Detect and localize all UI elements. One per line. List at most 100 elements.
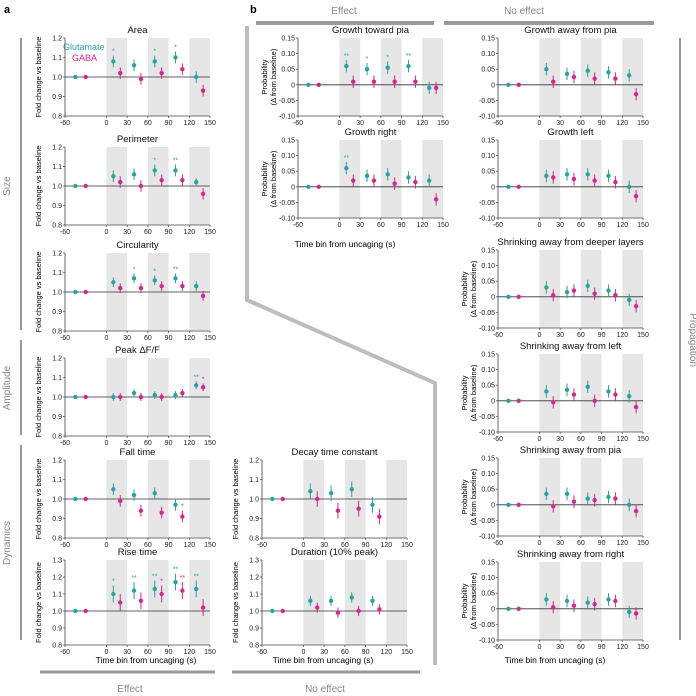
gaba-point xyxy=(315,496,320,502)
glutamate-significance: ** xyxy=(344,53,350,60)
glutamate-point xyxy=(111,487,116,492)
y-axis-label: Probability xyxy=(460,271,469,306)
glutamate-point xyxy=(606,389,611,394)
x-tick-label: -60 xyxy=(257,542,267,549)
gaba-point xyxy=(83,496,88,502)
y-tick-label: 0.15 xyxy=(481,248,495,255)
gaba-point xyxy=(592,398,597,403)
glutamate-point xyxy=(606,173,611,179)
gaba-point xyxy=(516,606,521,611)
shaded-bin xyxy=(106,560,128,645)
chart-shrinking-away-from-pia: Shrinking away from pia -0.10 -0.05 0 0.05 0.… xyxy=(460,445,649,547)
glutamate-point xyxy=(626,184,632,189)
x-tick-label: -60 xyxy=(60,335,70,342)
x-tick-label: 120 xyxy=(183,120,195,127)
glutamate-point xyxy=(131,276,137,281)
gaba-point xyxy=(118,394,123,400)
gaba-point xyxy=(118,285,123,291)
y-tick-label: -0.05 xyxy=(279,200,295,207)
glutamate-significance: * xyxy=(112,579,115,586)
x-tick-label: 120 xyxy=(616,332,628,339)
y-tick-label: 0 xyxy=(491,82,495,89)
y-tick-label: 1.1 xyxy=(249,477,259,484)
x-tick-label: 150 xyxy=(204,440,216,447)
y-tick-label: -0.10 xyxy=(279,114,295,121)
gaba-point xyxy=(356,506,361,511)
glutamate-point xyxy=(111,59,116,64)
y-tick-label: 1.0 xyxy=(52,75,62,82)
y-axis-label-unit: (Δ from baseline) xyxy=(469,364,478,421)
gaba-point xyxy=(392,181,397,186)
y-tick-label: 0.10 xyxy=(481,367,495,374)
glutamate-point xyxy=(173,168,178,173)
glutamate-point xyxy=(270,608,275,614)
glutamate-point xyxy=(131,588,137,593)
y-tick-label: 0.05 xyxy=(481,591,495,598)
shaded-bin xyxy=(380,140,402,218)
y-tick-label: -0.10 xyxy=(479,638,495,645)
x-tick-label: 60 xyxy=(341,542,349,549)
gaba-point xyxy=(118,600,123,605)
glutamate-point xyxy=(349,595,354,600)
x-tick-label: -60 xyxy=(493,644,503,651)
glutamate-point xyxy=(585,384,590,389)
chart-perimeter: Perimeter 0.8 0.9 1.0 1.1 1.2 -60 0 30 60 90 120 150… xyxy=(34,134,216,236)
y-tick-label: 0.10 xyxy=(281,153,295,160)
y-tick-label: 0.05 xyxy=(481,383,495,390)
x-tick-label: 150 xyxy=(437,222,449,229)
side-label-size: Size xyxy=(2,176,13,196)
gaba-point xyxy=(413,79,418,84)
glutamate-point xyxy=(585,496,590,501)
x-tick-label: 120 xyxy=(183,649,195,656)
chart-title: Growth left xyxy=(548,127,594,138)
x-tick-label: 30 xyxy=(123,649,131,656)
y-tick-label: 1.2 xyxy=(52,458,62,465)
x-tick-label: 150 xyxy=(637,436,649,443)
y-tick-label: 0.9 xyxy=(52,203,62,210)
glutamate-point xyxy=(585,172,590,177)
glutamate-point xyxy=(131,63,137,68)
glutamate-point xyxy=(111,174,116,179)
y-tick-label: 1.2 xyxy=(52,36,62,43)
y-tick-label: -0.05 xyxy=(479,98,495,105)
region-divider xyxy=(245,26,437,665)
glutamate-point xyxy=(111,394,116,400)
x-tick-label: -60 xyxy=(60,120,70,127)
glutamate-point xyxy=(544,389,549,394)
glutamate-significance: ** xyxy=(173,266,179,273)
gaba-point xyxy=(180,390,185,396)
shaded-bin xyxy=(539,250,561,328)
y-axis-label: Fold change vs baseline xyxy=(34,562,43,643)
y-tick-label: 0.10 xyxy=(481,575,495,582)
glutamate-point xyxy=(328,598,334,603)
gaba-point xyxy=(351,178,356,183)
glutamate-significance: * xyxy=(174,45,177,52)
gaba-point xyxy=(613,598,618,604)
glutamate-point xyxy=(306,82,311,88)
y-tick-label: 0 xyxy=(491,502,495,509)
glutamate-point xyxy=(152,59,157,64)
y-tick-label: -0.05 xyxy=(479,414,495,421)
chart-growth-right: Growth right -0.10 -0.05 0 0.05 0.10 0.15 -60 0 3… xyxy=(260,127,449,229)
y-axis-label: Fold change vs baseline xyxy=(34,37,43,118)
x-tick-label: 60 xyxy=(144,335,152,342)
chart-fall-time: Fall time 0.8 0.9 1.0 1.1 1.2 -60 0 30 60 90 120 150… xyxy=(34,447,216,549)
glutamate-point xyxy=(73,289,78,295)
gaba-point xyxy=(551,175,556,180)
glutamate-point xyxy=(564,491,570,497)
gaba-point xyxy=(377,514,382,519)
glutamate-point xyxy=(193,383,199,388)
x-tick-label: 90 xyxy=(598,436,606,443)
glutamate-point xyxy=(349,487,354,492)
glutamate-point xyxy=(306,184,311,189)
x-tick-label: 150 xyxy=(401,649,413,656)
x-tick-label: 60 xyxy=(577,436,585,443)
shaded-bin xyxy=(147,560,169,645)
glutamate-point xyxy=(385,65,390,70)
gaba-point xyxy=(613,496,618,501)
glutamate-point xyxy=(364,67,370,72)
gaba-point xyxy=(200,385,206,390)
gaba-point xyxy=(280,496,285,502)
x-tick-label: 60 xyxy=(377,120,385,127)
glutamate-significance: * xyxy=(133,266,136,273)
